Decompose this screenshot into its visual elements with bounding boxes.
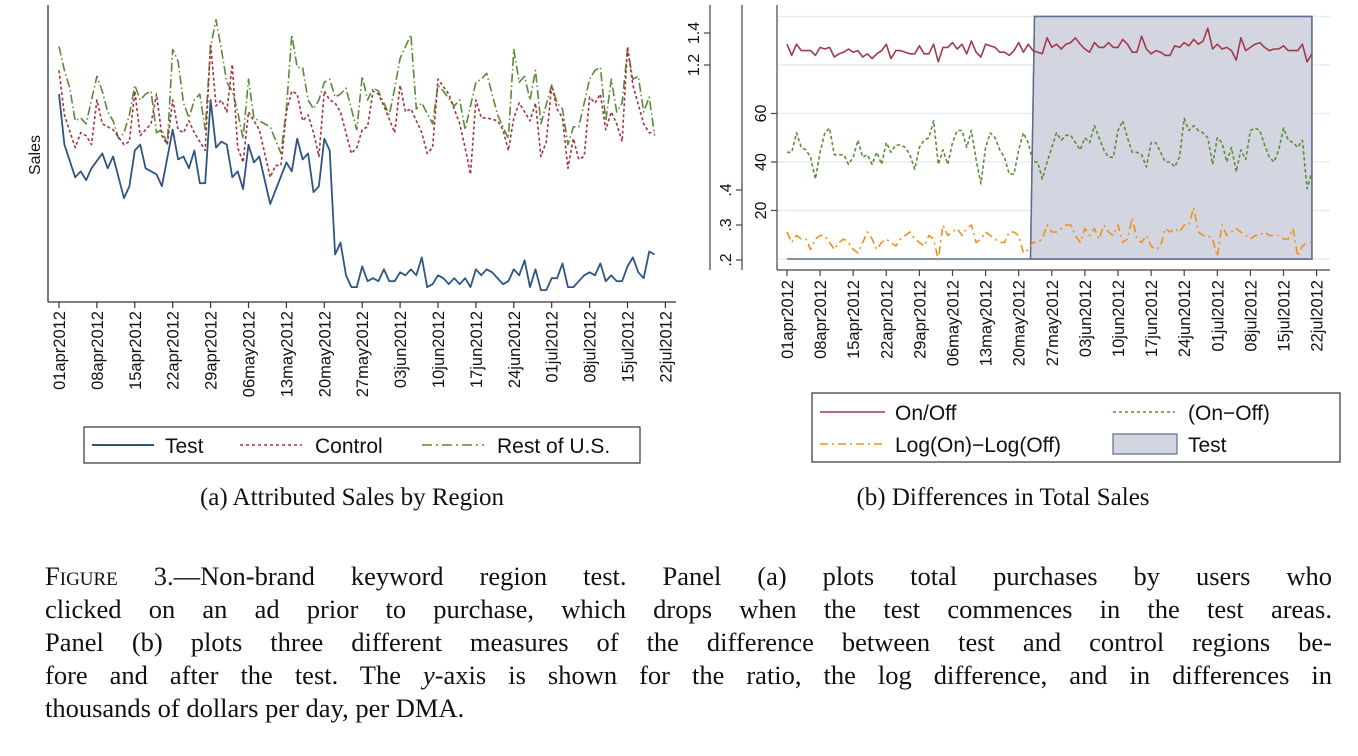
panel-b-caption: (b) Differences in Total Sales <box>856 484 1150 511</box>
x-tick-label: 17jun2012 <box>1143 280 1161 357</box>
legend-label-log-difference: Log(On)−Log(Off) <box>895 434 1061 457</box>
x-tick-label: 10jun2012 <box>430 311 448 388</box>
x-tick-label: 22apr2012 <box>878 280 896 359</box>
caption-text: -axis is shown for the ratio, the log di… <box>434 660 1332 690</box>
x-tick-label: 01jul2012 <box>544 311 562 383</box>
panel-b-test-period <box>787 15 1313 260</box>
series-line-log-difference <box>786 206 1312 261</box>
x-tick-label: 13may2012 <box>978 280 996 366</box>
caption-line: Panel (b) plots three different measures… <box>45 627 1332 657</box>
x-tick-label: 15apr2012 <box>845 280 863 359</box>
x-tick-label: 29apr2012 <box>203 311 221 390</box>
x-tick-label: 22jul2012 <box>657 311 675 383</box>
figure-caption: Figure 3.—Non-brand keyword region test.… <box>45 560 1332 725</box>
x-tick-label: 08jul2012 <box>582 311 600 383</box>
caption-line: Figure 3.—Non-brand keyword region test.… <box>45 560 1332 593</box>
caption-italic-y: y <box>422 660 435 690</box>
legend-label-test: Test <box>165 435 204 458</box>
x-tick-label: 03jun2012 <box>392 311 410 388</box>
x-tick-label: 06may2012 <box>241 311 259 397</box>
x-tick-label: 24jun2012 <box>506 311 524 388</box>
caption-line: thousands of dollars per day, per DMA. <box>45 693 465 723</box>
x-tick-label: 01apr2012 <box>51 311 69 390</box>
panel-a-caption: (a) Attributed Sales by Region <box>199 484 505 511</box>
x-tick-label: 08apr2012 <box>89 311 107 390</box>
x-tick-label: 10jun2012 <box>1110 280 1128 357</box>
x-tick-label: 24jun2012 <box>1176 280 1194 357</box>
caption-text: 3.—Non-brand keyword region test. Panel … <box>117 561 1332 591</box>
y-tick-label: .4 <box>718 183 735 196</box>
caption-line: clicked on an ad prior to purchase, whic… <box>45 594 1332 624</box>
legend-label-control: Control <box>315 435 383 458</box>
y-tick-label: 1.4 <box>686 22 703 44</box>
legend-box <box>811 392 1341 463</box>
x-tick-label: 13may2012 <box>278 311 296 397</box>
panel-a-attributed-sales: Sales 01apr2012 08apr2012 15apr2012 22apr20… <box>27 5 676 464</box>
legend-box <box>83 426 641 464</box>
panel-a-y-label: Sales <box>27 135 44 175</box>
x-tick-label: 06may2012 <box>945 280 963 366</box>
x-tick-label: 22apr2012 <box>165 311 183 390</box>
series-line-rest-of-u-s- <box>58 18 656 155</box>
legend-label-difference: (On−Off) <box>1188 402 1270 425</box>
x-tick-label: 27may2012 <box>354 311 372 397</box>
legend-label-rest: Rest of U.S. <box>497 435 610 458</box>
x-tick-label: 03jun2012 <box>1077 280 1095 357</box>
series-line-test <box>58 94 656 292</box>
series-line-control <box>58 42 655 179</box>
x-tick-label: 15jul2012 <box>1276 280 1294 352</box>
series-line-on-off <box>786 27 1313 63</box>
x-tick-label: 15jul2012 <box>620 311 638 383</box>
x-tick-label: 01jul2012 <box>1209 280 1227 352</box>
x-tick-label: 20may2012 <box>1011 280 1029 366</box>
panel-b-legend: On/Off (On−Off) Log(On)−Log(Off) Test <box>811 392 1341 463</box>
y-tick-label: 40 <box>753 153 770 171</box>
x-tick-label: 20may2012 <box>316 311 334 397</box>
panel-b-series <box>786 27 1313 261</box>
legend-label-test: Test <box>1188 434 1227 457</box>
y-tick-label: 60 <box>753 105 770 123</box>
y-tick-label: 20 <box>753 202 770 220</box>
y-tick-label: .2 <box>718 253 735 266</box>
legend-swatch-test <box>1112 433 1178 455</box>
panel-a-x-ticks: 01apr2012 08apr2012 15apr2012 22apr2012 29ap… <box>51 302 675 397</box>
caption-figure-label: Figure <box>45 561 118 591</box>
x-tick-label: 08apr2012 <box>812 280 830 359</box>
y-tick-label: .3 <box>718 218 735 231</box>
caption-line: fore and after the test. The y-axis is s… <box>45 659 1332 692</box>
figure-panels: Sales 01apr2012 08apr2012 15apr2012 22apr20… <box>27 5 1341 464</box>
panel-a-legend: Test Control Rest of U.S. <box>83 426 641 464</box>
panel-a-series <box>58 18 656 292</box>
x-tick-label: 08jul2012 <box>1242 280 1260 352</box>
y-tick-label: 1.2 <box>686 54 703 76</box>
x-tick-label: 27may2012 <box>1044 280 1062 366</box>
panel-b-x-ticks: 01apr2012 08apr2012 15apr2012 22apr2012 29ap… <box>779 270 1327 366</box>
x-tick-label: 01apr2012 <box>779 280 797 359</box>
panel-b-y-ticks: 1.2 1.4 .2 .3 .4 20 40 60 <box>686 22 777 267</box>
x-tick-label: 15apr2012 <box>127 311 145 390</box>
x-tick-label: 22jul2012 <box>1309 280 1327 352</box>
legend-label-on-off: On/Off <box>895 402 957 425</box>
x-tick-label: 29apr2012 <box>911 280 929 359</box>
x-tick-label: 17jun2012 <box>468 311 486 388</box>
test-period-shading <box>1029 15 1313 260</box>
panel-b-differences: 1.2 1.4 .2 .3 .4 20 40 60 01apr2012 08apr2012 15a… <box>686 5 1341 463</box>
series-line-on-minus-off <box>787 117 1313 190</box>
caption-text: fore and after the test. The <box>45 660 423 690</box>
